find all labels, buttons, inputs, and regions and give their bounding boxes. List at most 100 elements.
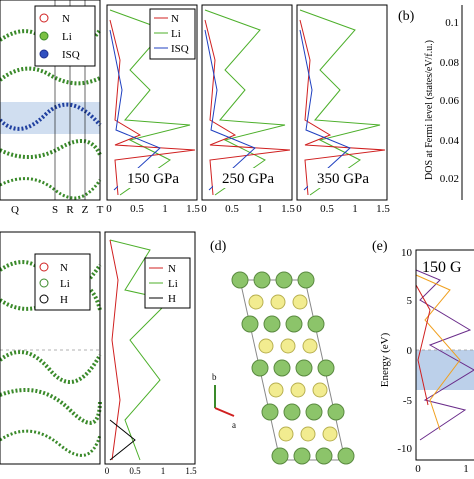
x-tick-label: 1.5 bbox=[186, 203, 200, 215]
dos-frame bbox=[296, 4, 388, 201]
legend-label: Li bbox=[168, 278, 178, 290]
axis-label: b bbox=[212, 372, 217, 382]
atom bbox=[253, 271, 271, 289]
x-tick-label: 0 bbox=[296, 203, 302, 215]
kpoint-label: R bbox=[66, 204, 74, 216]
kpoint-label: Q bbox=[11, 204, 19, 216]
atom bbox=[300, 426, 316, 442]
legend-label: H bbox=[60, 294, 68, 306]
panel-label: (e) bbox=[372, 239, 388, 254]
atom bbox=[248, 294, 264, 310]
x-tick-label: 0 bbox=[415, 463, 421, 474]
atom bbox=[315, 447, 333, 465]
legend-label: ISQ bbox=[62, 49, 80, 61]
kpoint-label: T bbox=[97, 204, 104, 216]
dos-curve bbox=[204, 29, 256, 191]
atom bbox=[322, 426, 338, 442]
y-tick-label: 0 bbox=[407, 345, 413, 357]
panel-label: (b) bbox=[398, 9, 415, 24]
x-tick-label: 1 bbox=[162, 203, 168, 215]
atom bbox=[290, 382, 306, 398]
atom bbox=[293, 447, 311, 465]
band-panel-a: N Li ISQ Q S R Z T bbox=[0, 0, 104, 216]
atom bbox=[241, 315, 259, 333]
dos-frame bbox=[106, 4, 198, 201]
band-panel-c: N Li H bbox=[0, 231, 102, 465]
panel-e: (e) Energy (eV) 150 G 10 5 0 -5 -10 0 1 bbox=[372, 239, 474, 475]
x-tick-label: 1.5 bbox=[281, 203, 295, 215]
atom bbox=[268, 382, 284, 398]
atom bbox=[307, 315, 325, 333]
x-tick-label: 1 bbox=[257, 203, 263, 215]
label-box bbox=[213, 168, 283, 188]
y-tick-label: -10 bbox=[397, 443, 412, 455]
atom bbox=[317, 359, 335, 377]
axis-label: a bbox=[232, 420, 236, 430]
legend-label: N bbox=[60, 262, 68, 274]
y-axis-label: Energy (eV) bbox=[379, 332, 391, 387]
pressure-label: 350 GPa bbox=[317, 171, 369, 187]
label-box bbox=[118, 168, 188, 188]
kpoint-label: S bbox=[52, 204, 58, 216]
y-axis-label: DOS at Fermi level (states/eV/f.u.) bbox=[424, 40, 435, 180]
y-tick-label: 0.06 bbox=[440, 95, 460, 107]
y-tick-label: 0.1 bbox=[445, 17, 459, 29]
legend-label: H bbox=[168, 293, 176, 305]
atom bbox=[312, 382, 328, 398]
dos-panel-c: N Li H bbox=[104, 231, 196, 465]
legend-label: N bbox=[171, 13, 179, 25]
y-tick-label: 0.02 bbox=[440, 173, 459, 185]
x-tick-label: 1.5 bbox=[376, 203, 390, 215]
atom bbox=[258, 338, 274, 354]
panel-label: (d) bbox=[210, 239, 227, 254]
atom bbox=[285, 315, 303, 333]
dos-panels: N Li ISQ 150 GPa 0 0.5 1 1.5 250 GPa 0 0.5 1 1.5 350 … bbox=[106, 4, 390, 215]
atom bbox=[261, 403, 279, 421]
panel-b: (b) DOS at Fermi level (states/eV/f.u.) … bbox=[398, 5, 463, 200]
dos-curve bbox=[299, 9, 381, 196]
atom bbox=[270, 294, 286, 310]
y-tick-label: 0.08 bbox=[440, 57, 460, 69]
x-tick-label: 0.5 bbox=[130, 203, 144, 215]
atom bbox=[251, 359, 269, 377]
atom bbox=[337, 447, 355, 465]
atom bbox=[327, 403, 345, 421]
atom bbox=[283, 403, 301, 421]
atom bbox=[275, 271, 293, 289]
panel-title: 150 G bbox=[422, 259, 462, 276]
legend-label: N bbox=[62, 13, 70, 25]
legend-label: Li bbox=[171, 28, 181, 40]
atom bbox=[231, 271, 249, 289]
atom bbox=[271, 447, 289, 465]
legend-box bbox=[149, 8, 196, 60]
x-tick-label: 1.5 bbox=[185, 466, 197, 474]
atom bbox=[278, 426, 294, 442]
panel-d: (d) b a bbox=[210, 239, 355, 465]
dos-curve bbox=[204, 9, 286, 196]
x-tick-label: 1 bbox=[463, 463, 469, 474]
x-tick-label: 1 bbox=[352, 203, 358, 215]
y-tick-label: 0.04 bbox=[440, 135, 460, 147]
legend-label: N bbox=[168, 263, 176, 275]
y-tick-label: 10 bbox=[401, 247, 413, 259]
legend-label: ISQ bbox=[171, 43, 189, 55]
atom bbox=[297, 271, 315, 289]
atom bbox=[263, 315, 281, 333]
pressure-label: 150 GPa bbox=[127, 171, 179, 187]
x-tick-label: 0 bbox=[105, 466, 110, 474]
atom bbox=[292, 294, 308, 310]
dos-curve bbox=[204, 19, 291, 196]
x-tick-label: 0 bbox=[106, 203, 112, 215]
atom bbox=[273, 359, 291, 377]
x-tick-label: 0.5 bbox=[129, 466, 141, 474]
x-tick-label: 0.5 bbox=[320, 203, 334, 215]
dos-frame bbox=[201, 4, 293, 201]
legend-label: Li bbox=[62, 31, 72, 43]
atom bbox=[295, 359, 313, 377]
dos-curve bbox=[299, 29, 351, 191]
pressure-label: 250 GPa bbox=[222, 171, 274, 187]
y-tick-label: -5 bbox=[403, 395, 413, 407]
atom bbox=[305, 403, 323, 421]
label-box bbox=[308, 168, 378, 188]
